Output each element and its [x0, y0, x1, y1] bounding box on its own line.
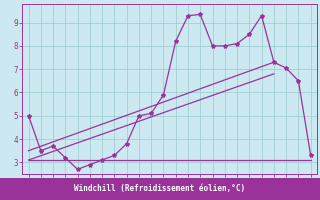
Text: Windchill (Refroidissement éolien,°C): Windchill (Refroidissement éolien,°C)	[75, 184, 245, 194]
